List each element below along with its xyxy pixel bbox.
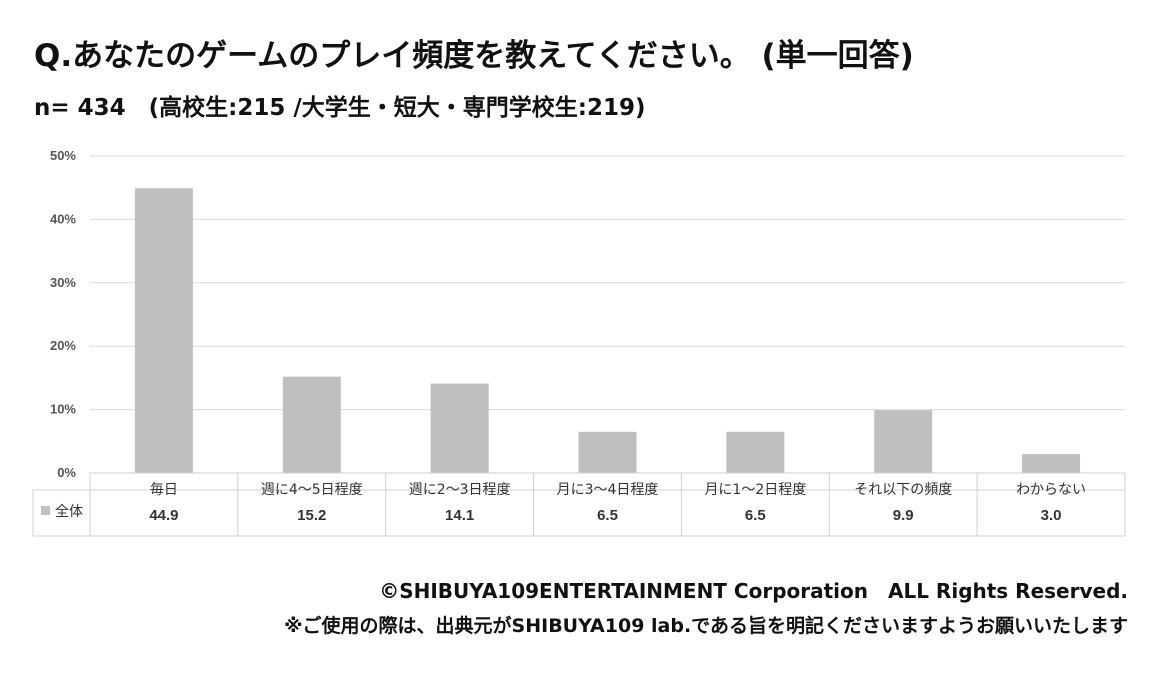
category-label: 週に2～3日程度 (409, 482, 511, 498)
bar-4 (578, 431, 637, 473)
category-label: 週に4～5日程度 (261, 482, 363, 498)
value-label: 6.5 (597, 507, 618, 524)
category-label: それ以下の頻度 (854, 482, 952, 498)
usage-note: ※ご使用の際は、出典元がSHIBUYA109 lab.である旨を明記くださいます… (284, 615, 1128, 637)
value-label: 15.2 (297, 507, 326, 524)
y-tick-label: 10% (50, 402, 76, 417)
bar-1 (134, 188, 193, 474)
value-label: 9.9 (893, 507, 914, 524)
y-tick-label: 50% (50, 148, 76, 163)
bar-chart: 0% 10% 20% 30% 40% 50% 毎日 44.9 週に4～5日程度 15.2 週に2～… (32, 148, 1126, 537)
bar-2 (282, 376, 341, 473)
legend-swatch (41, 506, 50, 515)
category-label: 月に1～2日程度 (704, 482, 806, 498)
bars (134, 188, 1081, 474)
value-label: 6.5 (745, 507, 766, 524)
y-tick-label: 30% (50, 275, 76, 290)
category-label: 毎日 (150, 482, 178, 498)
y-axis: 0% 10% 20% 30% 40% 50% (50, 148, 76, 480)
category-label: 月に3～4日程度 (557, 482, 659, 498)
chart-subtitle: n= 434 (高校生:215 /大学生・短大・専門学校生:219) (34, 95, 646, 121)
y-tick-label: 40% (50, 211, 76, 226)
legend-label: 全体 (55, 503, 83, 520)
bar-3 (430, 383, 489, 473)
chart-title: Q.あなたのゲームのプレイ頻度を教えてください。 (単一回答) (34, 38, 914, 74)
y-tick-label: 0% (57, 465, 76, 480)
bar-6 (874, 410, 933, 473)
gridlines (90, 155, 1125, 474)
copyright-text: ©SHIBUYA109ENTERTAINMENT Corporation ALL… (379, 579, 1128, 603)
bar-7 (1022, 453, 1081, 473)
bar-5 (726, 431, 785, 473)
value-label: 44.9 (149, 507, 178, 524)
data-table: 毎日 44.9 週に4～5日程度 15.2 週に2～3日程度 14.1 月に3～4日程度 6.… (32, 472, 1126, 537)
value-label: 3.0 (1041, 507, 1062, 524)
category-label: わからない (1016, 482, 1086, 498)
y-tick-label: 20% (50, 338, 76, 353)
value-label: 14.1 (445, 507, 474, 524)
